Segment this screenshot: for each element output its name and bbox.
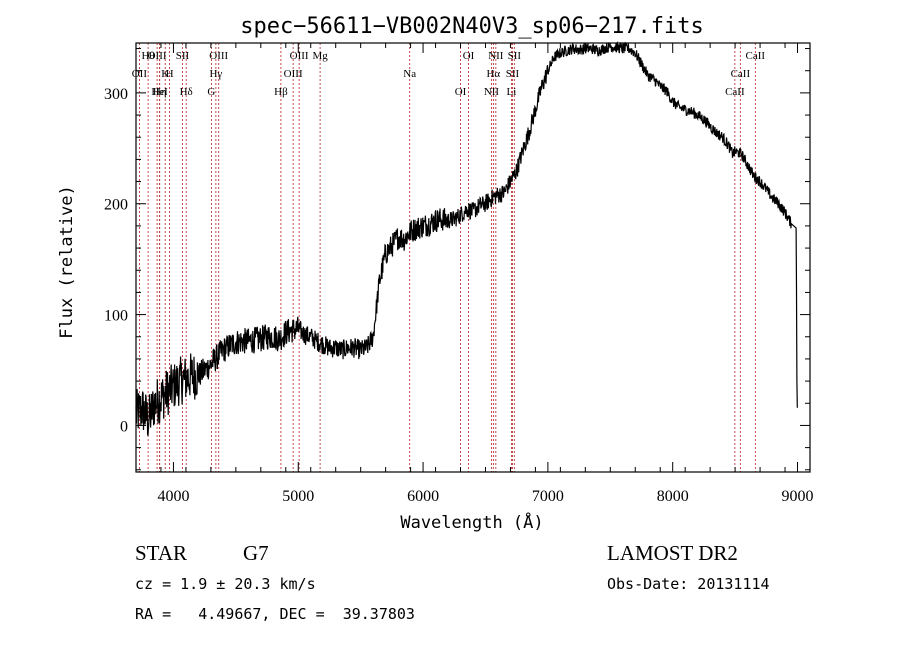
line-marker-label: OIII — [148, 50, 167, 62]
survey-name: LAMOST DR2 — [607, 541, 738, 565]
line-marker-label: NII — [484, 86, 500, 98]
y-tick-label: 0 — [120, 418, 128, 435]
line-marker-label: SII — [506, 68, 520, 80]
line-marker-label: G — [207, 86, 215, 98]
line-marker-label: K — [161, 68, 169, 80]
x-tick-label: 6000 — [407, 488, 439, 505]
line-marker-label: Na — [403, 68, 416, 80]
line-marker-label: OII — [132, 68, 148, 80]
x-tick-label: 7000 — [532, 488, 564, 505]
line-marker-label: SII — [508, 50, 522, 62]
y-tick-label: 100 — [104, 308, 128, 325]
line-marker-label: HeI — [151, 86, 168, 98]
redshift-cz: cz = 1.9 ± 20.3 km/s — [135, 575, 316, 593]
object-class: STAR — [135, 541, 187, 565]
line-marker-label: CaII — [746, 50, 766, 62]
line-marker-label: Li — [507, 86, 517, 98]
object-subclass: G7 — [243, 541, 269, 565]
line-marker-label: H — [166, 68, 174, 80]
plot-frame — [135, 42, 811, 473]
line-marker-label: Hη — [153, 86, 167, 98]
line-marker-label: Hδ — [180, 86, 193, 98]
emission-line-markers — [138, 43, 756, 472]
x-tick-label: 5000 — [282, 488, 314, 505]
line-marker-label: Hθ — [141, 50, 154, 62]
chart-title: spec−56611−VB002N40V3_sp06−217.fits — [240, 14, 704, 39]
line-marker-label: NII — [488, 50, 504, 62]
line-marker-label: SII — [176, 50, 190, 62]
observation-date: Obs-Date: 20131114 — [607, 575, 770, 593]
y-axis-ticks: 0 100 200 300 — [104, 48, 810, 471]
x-tick-label: 8000 — [657, 488, 689, 505]
line-marker-label: OIII — [290, 50, 309, 62]
line-marker-label: Mg — [312, 50, 328, 62]
x-axis-label: Wavelength (Å) — [400, 511, 543, 533]
emission-line-labels: HθOIIHeIOIIIKHηSIIHHδOIIIHγGOIIIOIIIHβMg… — [132, 50, 766, 98]
y-tick-label: 300 — [104, 86, 128, 103]
ra-dec: RA = 4.49667, DEC = 39.37803 — [135, 605, 415, 623]
x-tick-label: 9000 — [782, 488, 814, 505]
line-marker-label: OI — [455, 86, 467, 98]
line-marker-label: Hβ — [274, 86, 288, 98]
line-marker-label: CaII — [731, 68, 751, 80]
line-marker-label: OIII — [284, 68, 303, 80]
x-axis-ticks: 4000 5000 6000 7000 8000 9000 — [135, 43, 814, 505]
y-axis-label: Flux (relative) — [57, 185, 77, 339]
line-marker-label: Hα — [486, 68, 500, 80]
line-marker-label: OIII — [209, 50, 228, 62]
line-marker-label: OI — [463, 50, 475, 62]
x-tick-label: 4000 — [157, 488, 189, 505]
line-marker-label: CaII — [725, 86, 745, 98]
line-marker-label: Hγ — [209, 68, 222, 80]
spectrum-series-line — [135, 40, 798, 436]
y-tick-label: 200 — [104, 197, 128, 214]
